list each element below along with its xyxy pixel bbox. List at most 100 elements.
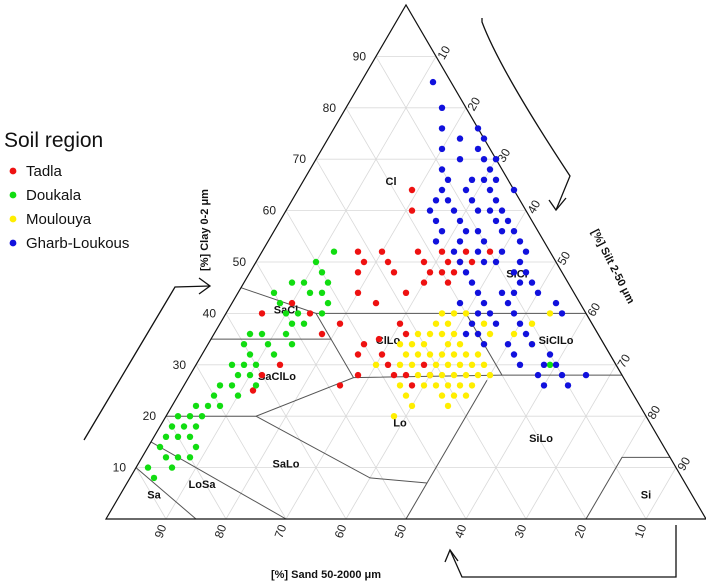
point-doukala	[324, 279, 332, 286]
point-gharb-loukous	[510, 186, 518, 194]
clay-tick-label: 60	[263, 204, 277, 218]
point-doukala	[246, 330, 254, 338]
point-tadla	[486, 248, 494, 255]
point-gharb-loukous	[534, 289, 542, 296]
point-moulouya	[474, 371, 482, 379]
point-gharb-loukous	[492, 217, 500, 225]
point-moulouya	[450, 371, 458, 379]
point-gharb-loukous	[516, 361, 524, 368]
point-tadla	[408, 382, 416, 389]
silt-tick-label: 80	[644, 403, 663, 422]
point-tadla	[438, 248, 446, 255]
clay-tick-label: 10	[113, 461, 127, 475]
class-label-losa: LoSa	[189, 479, 217, 491]
point-tadla	[468, 258, 476, 266]
sand-tick-label: 60	[332, 522, 350, 540]
silt-tick-label: 50	[554, 249, 573, 268]
point-doukala	[240, 341, 248, 348]
legend-marker-doukala	[9, 191, 17, 199]
point-gharb-loukous	[516, 238, 524, 245]
class-boundary	[405, 379, 488, 520]
class-label-silo: SiLo	[529, 433, 553, 445]
point-moulouya	[480, 320, 488, 327]
clay-tick-label: 70	[293, 152, 307, 166]
point-gharb-loukous	[474, 145, 482, 153]
legend-label-gharb-loukous: Gharb-Loukous	[26, 235, 129, 252]
point-tadla	[306, 310, 314, 317]
point-moulouya	[390, 413, 398, 420]
point-doukala	[216, 382, 224, 389]
point-gharb-loukous	[462, 330, 470, 338]
point-tadla	[375, 335, 383, 343]
triangle-gridlines	[135, 56, 677, 520]
point-gharb-loukous	[456, 217, 464, 225]
point-tadla	[462, 248, 470, 255]
point-moulouya	[432, 382, 440, 389]
point-tadla	[390, 269, 398, 276]
point-gharb-loukous	[474, 125, 482, 132]
point-doukala	[228, 382, 236, 389]
class-label-sicllo: SiClLo	[539, 335, 574, 347]
silt-arrow-head	[548, 197, 567, 212]
point-gharb-loukous	[498, 228, 506, 235]
point-gharb-loukous	[492, 258, 500, 266]
silt-tick-label: 30	[494, 146, 513, 165]
silt-tick-label: 20	[464, 94, 483, 113]
legend-marker-gharb-loukous	[9, 239, 17, 247]
point-moulouya	[456, 341, 464, 348]
point-gharb-loukous	[480, 258, 488, 266]
point-gharb-loukous	[492, 156, 500, 163]
clay-tick-label: 50	[233, 255, 247, 269]
point-doukala	[330, 248, 338, 255]
point-gharb-loukous	[474, 228, 482, 235]
point-gharb-loukous	[468, 197, 476, 204]
silt-axis-label: [%] Silt 2-50 μm	[589, 227, 637, 306]
clay-tick-label: 80	[323, 101, 337, 115]
point-gharb-loukous	[492, 197, 500, 204]
point-gharb-loukous	[534, 371, 542, 379]
point-moulouya	[546, 310, 554, 317]
point-gharb-loukous	[426, 207, 434, 214]
point-moulouya	[408, 402, 416, 410]
point-moulouya	[438, 392, 446, 399]
point-tadla	[249, 387, 257, 394]
point-doukala	[294, 310, 302, 317]
point-moulouya	[510, 330, 518, 338]
point-gharb-loukous	[510, 310, 518, 317]
point-doukala	[270, 289, 278, 296]
point-moulouya	[444, 382, 452, 389]
point-gharb-loukous	[474, 289, 482, 296]
point-moulouya	[474, 351, 482, 358]
point-gharb-loukous	[438, 104, 446, 112]
point-gharb-loukous	[516, 320, 524, 327]
legend-marker-moulouya	[9, 215, 17, 223]
clay-axis-label: [%] Clay 0-2 μm	[199, 189, 211, 271]
point-gharb-loukous	[474, 310, 482, 317]
point-gharb-loukous	[498, 207, 506, 214]
sand-tick-label: 30	[512, 522, 530, 540]
silt-tick-label: 60	[584, 300, 603, 319]
point-doukala	[180, 423, 188, 430]
point-doukala	[216, 402, 224, 410]
sand-tick-label: 50	[392, 522, 410, 540]
point-tadla	[276, 361, 284, 368]
point-gharb-loukous	[456, 156, 464, 163]
gridline	[375, 56, 647, 520]
sand-tick-label: 90	[152, 522, 170, 540]
point-tadla	[420, 258, 428, 266]
point-moulouya	[450, 392, 458, 399]
point-gharb-loukous	[510, 351, 518, 358]
point-gharb-loukous	[552, 299, 560, 307]
point-moulouya	[468, 382, 476, 389]
point-moulouya	[456, 361, 464, 368]
point-moulouya	[372, 361, 380, 368]
point-gharb-loukous	[486, 166, 494, 173]
point-tadla	[390, 371, 398, 379]
point-doukala	[300, 320, 308, 327]
point-doukala	[186, 433, 194, 440]
silt-tick-label: 70	[614, 351, 633, 370]
point-doukala	[288, 320, 296, 327]
point-doukala	[252, 382, 260, 389]
gridline	[465, 313, 587, 520]
point-moulouya	[438, 330, 446, 338]
